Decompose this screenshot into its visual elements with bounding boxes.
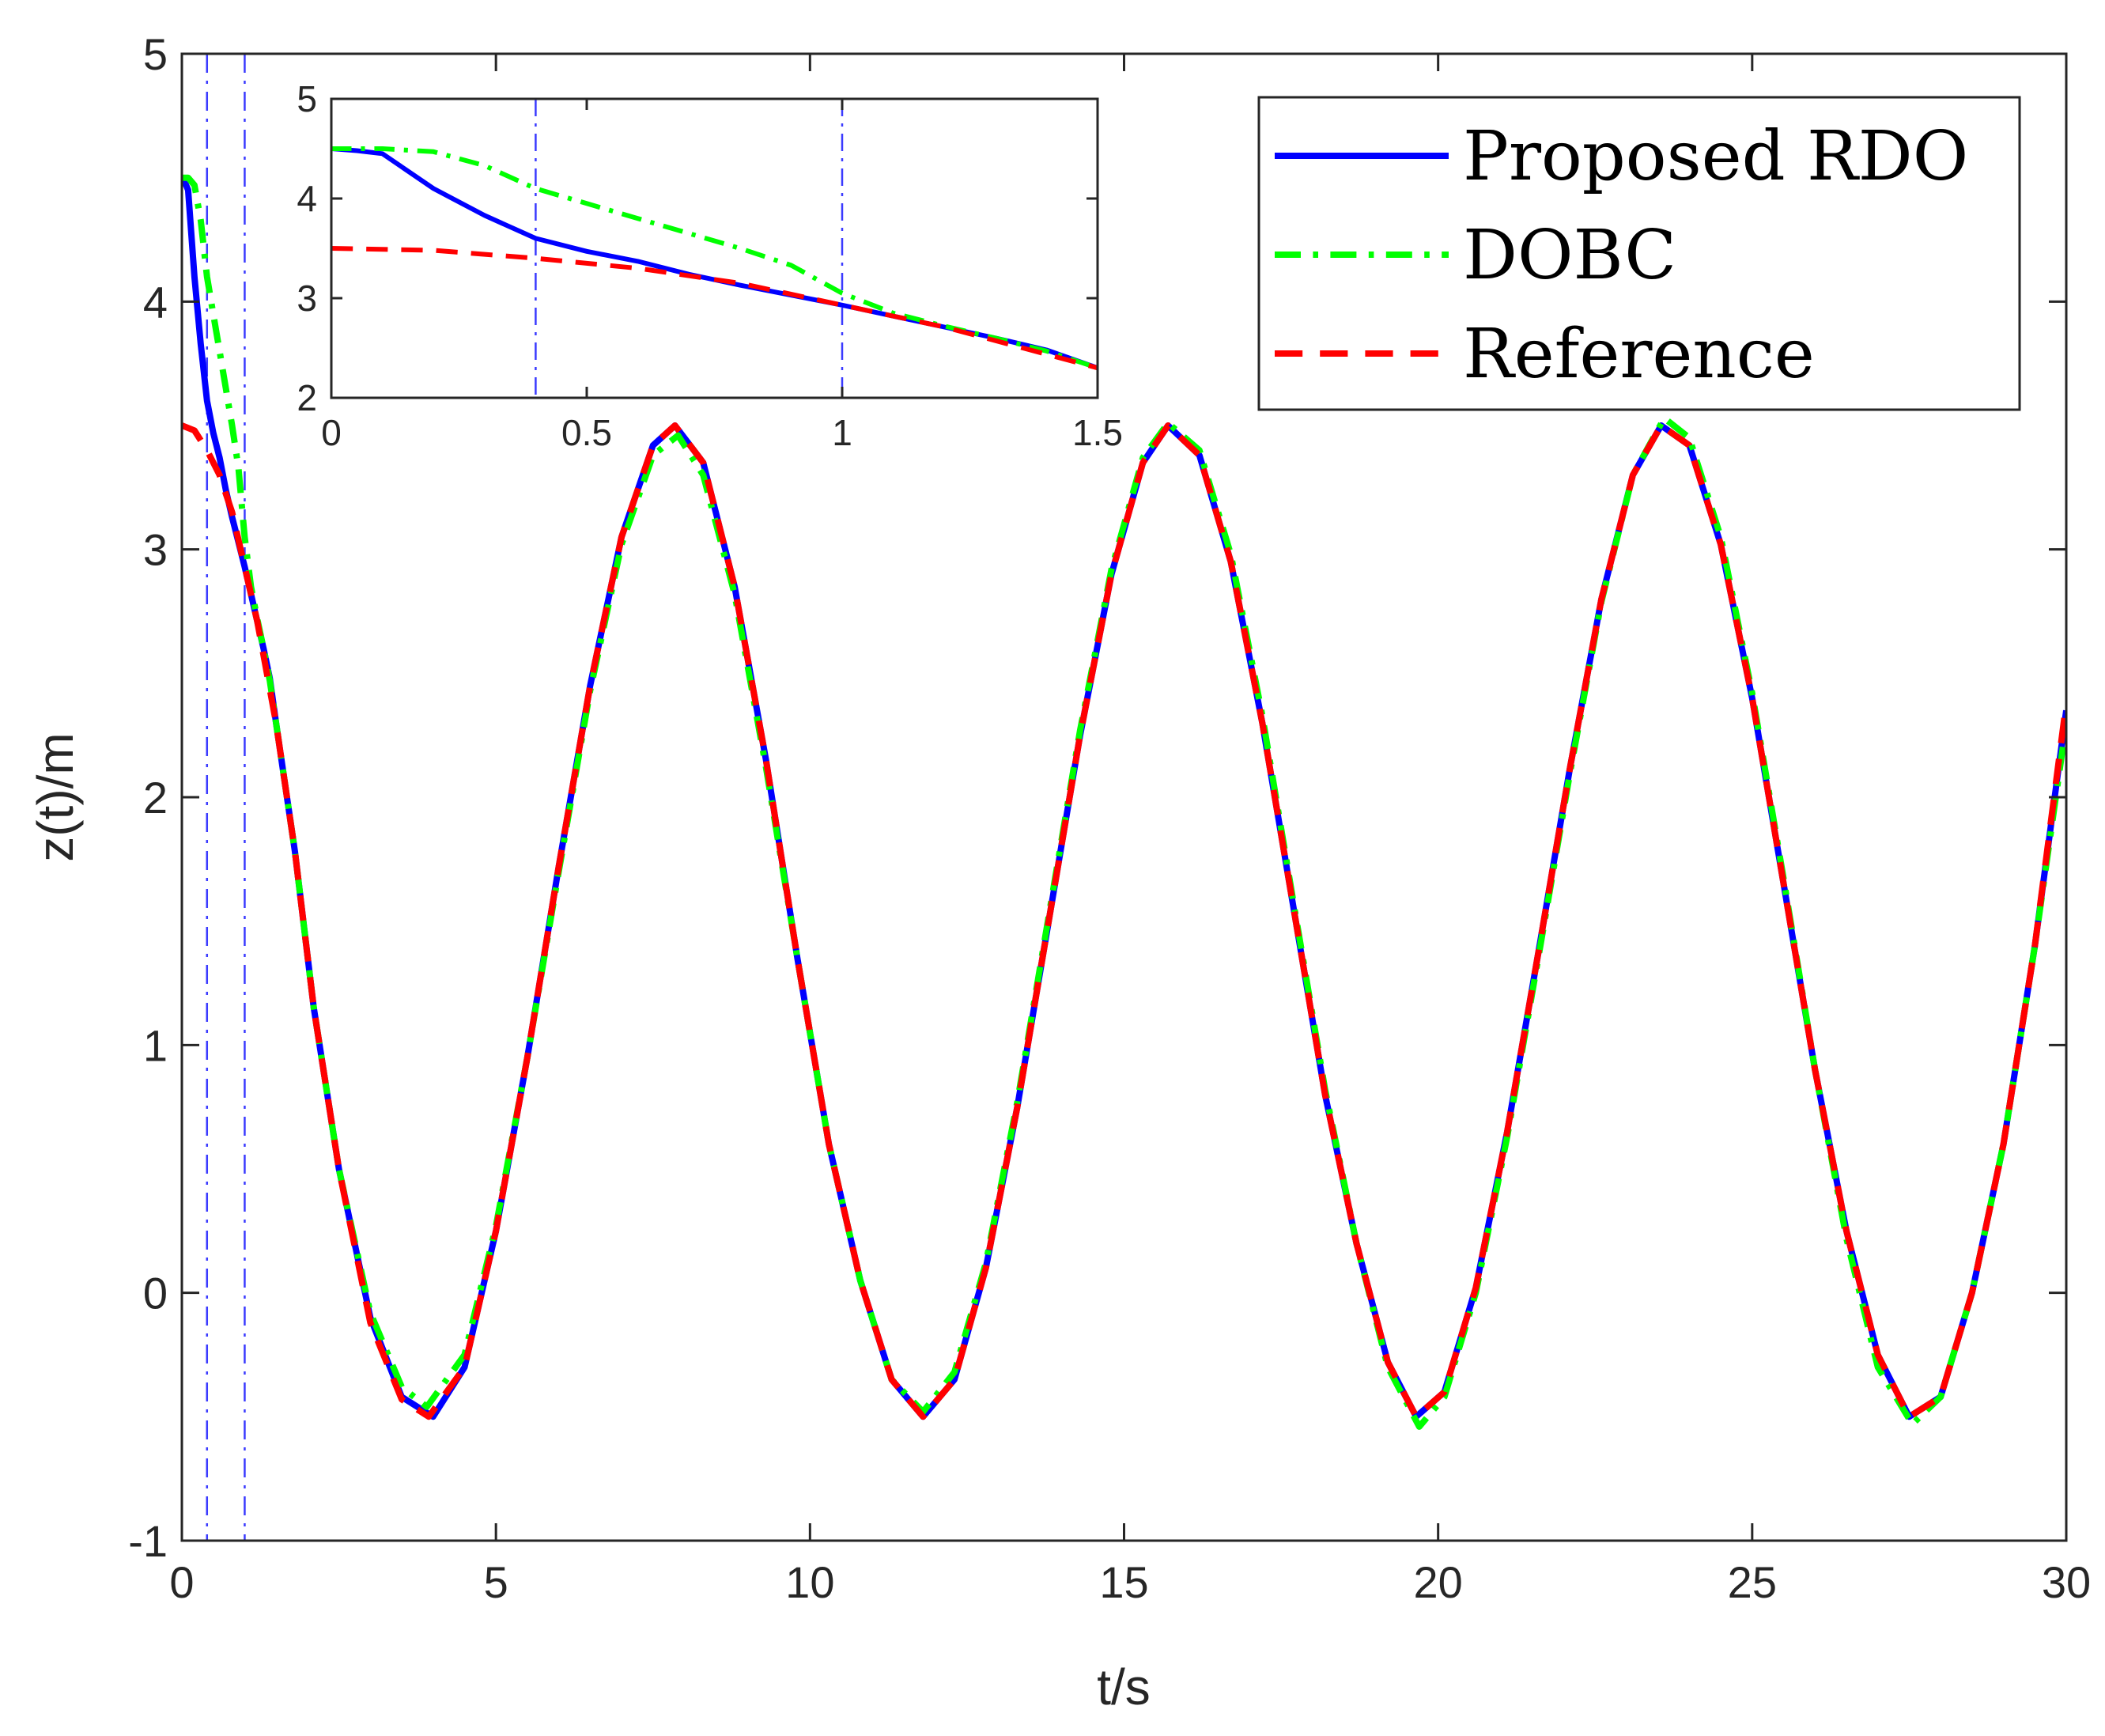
x-tick-label: 5 [484,1557,508,1607]
y-tick-label: 0 [143,1269,168,1318]
y-tick-label: 5 [143,29,168,79]
inset-x-tick-label: 1 [832,412,852,453]
inset-y-tick-label: 3 [297,278,317,319]
x-tick-label: 0 [169,1557,194,1607]
inset-vertical-markers [535,99,844,398]
inset-y-tick-label: 4 [297,178,317,219]
inset-x-tick-label: 0.5 [561,412,612,453]
y-tick-label: -1 [128,1516,168,1566]
x-tick-label: 15 [1099,1557,1148,1607]
inset-ticks: 0 0.5 1 1.5 2 3 4 5 [297,78,1123,453]
y-tick-label: 1 [143,1020,168,1070]
y-axis-label: z(t)/m [27,732,84,862]
legend-box [1257,96,2021,411]
x-axis-label: t/s [1097,1658,1151,1715]
inset-series-line-dobc [331,146,1098,371]
inset-plot-area: 0 0.5 1 1.5 2 3 4 5 [297,78,1123,453]
y-tick-label: 3 [143,525,168,575]
main-series-group [182,174,2066,1430]
legend: Proposed RDO DOBC Reference [1257,96,2021,411]
y-tick-label: 4 [143,277,168,327]
x-tick-label: 10 [785,1557,834,1607]
inset-series-group [331,146,1098,371]
legend-label-proposed-rdo: Proposed RDO [1463,117,1968,196]
inset-x-tick-label: 1.5 [1072,412,1123,453]
series-line-reference [182,422,2066,1420]
inset-x-tick-label: 0 [321,412,342,453]
x-tick-label: 20 [1414,1557,1463,1607]
x-tick-label: 30 [2042,1557,2091,1607]
legend-label-reference: Reference [1463,315,1815,394]
inset-y-tick-label: 2 [297,377,317,418]
x-tick-label: 25 [1728,1557,1777,1607]
inset-background [331,99,1098,398]
legend-label-dobc: DOBC [1463,216,1676,295]
y-tick-label: 2 [143,773,168,823]
inset-axes-box [330,97,1099,399]
inset-y-tick-label: 5 [297,78,317,119]
